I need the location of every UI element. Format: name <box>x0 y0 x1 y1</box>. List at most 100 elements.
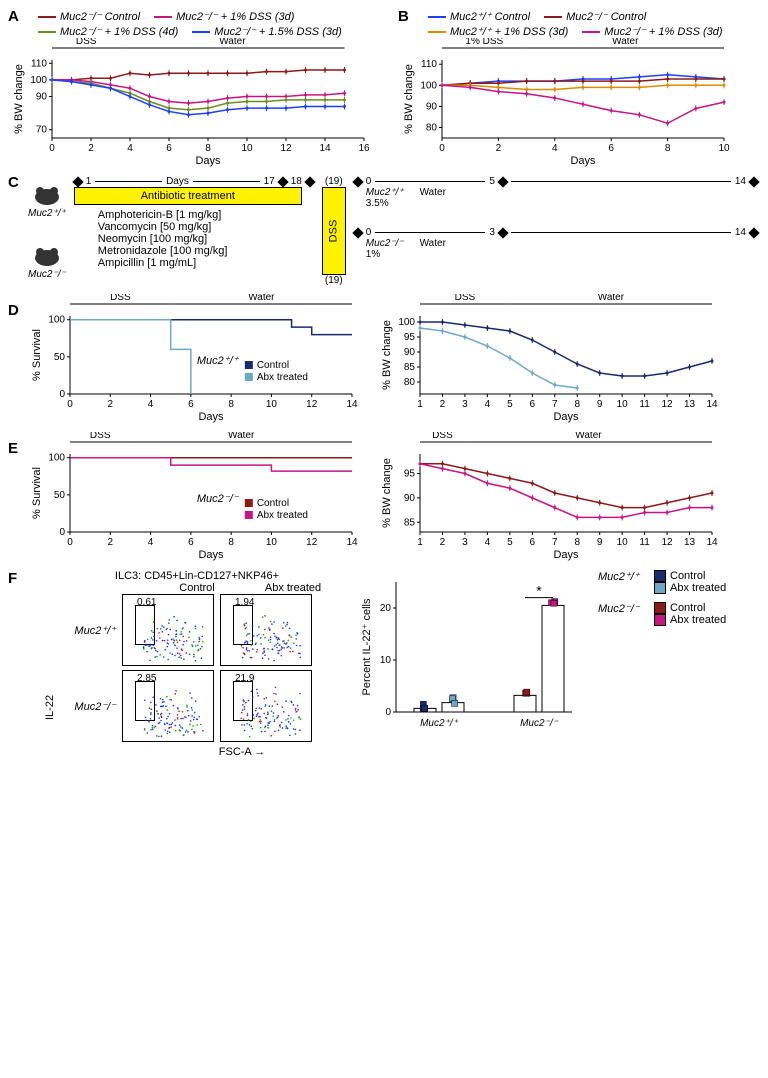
mouse-icon <box>29 243 65 269</box>
flow-plot: 1.94 <box>220 594 312 666</box>
timeline-diamond <box>72 176 83 187</box>
svg-text:0: 0 <box>67 537 73 548</box>
svg-text:70: 70 <box>36 125 48 136</box>
svg-text:DSS: DSS <box>110 294 131 303</box>
svg-text:14: 14 <box>319 143 331 154</box>
svg-text:Days: Days <box>198 411 224 423</box>
n-label: (19) <box>325 275 343 286</box>
svg-text:90: 90 <box>404 347 416 358</box>
svg-text:80: 80 <box>426 122 438 133</box>
svg-text:14: 14 <box>706 399 718 410</box>
svg-text:Abx treated: Abx treated <box>257 372 308 383</box>
svg-text:2: 2 <box>496 143 502 154</box>
svg-text:100: 100 <box>30 75 47 86</box>
svg-text:110: 110 <box>421 59 437 70</box>
svg-text:100: 100 <box>48 453 65 464</box>
tl-label: Days <box>166 176 189 187</box>
svg-text:Water: Water <box>612 38 639 47</box>
svg-text:2: 2 <box>440 399 446 410</box>
legend-item: Muc2⁻/⁻ Control <box>38 10 140 23</box>
flow-x-axis: FSC-A <box>219 746 251 758</box>
panel-e-survival: DSSWater05010002468101214Days% SurvivalM… <box>28 432 358 562</box>
svg-text:4: 4 <box>127 143 133 154</box>
svg-text:90: 90 <box>36 92 48 103</box>
svg-text:Percent IL-22⁺ cells: Percent IL-22⁺ cells <box>361 598 373 695</box>
antibiotic-item: Amphotericin-B [1 mg/kg] <box>98 209 314 221</box>
svg-text:50: 50 <box>54 352 66 363</box>
svg-text:12: 12 <box>662 399 674 410</box>
svg-text:8: 8 <box>228 399 234 410</box>
svg-text:20: 20 <box>380 603 392 614</box>
svg-text:5: 5 <box>507 399 513 410</box>
svg-text:6: 6 <box>188 537 194 548</box>
svg-text:Water: Water <box>598 294 625 303</box>
svg-text:10: 10 <box>241 143 253 154</box>
panel-a-legend: Muc2⁻/⁻ ControlMuc2⁻/⁻ + 1% DSS (3d)Muc2… <box>10 10 390 38</box>
panel-a-label: A <box>8 8 19 25</box>
svg-text:4: 4 <box>148 537 154 548</box>
svg-text:% BW change: % BW change <box>381 458 393 528</box>
legend-item: Muc2⁻/⁻ + 1% DSS (3d) <box>154 10 294 23</box>
svg-text:90: 90 <box>404 493 416 504</box>
svg-text:13: 13 <box>684 399 696 410</box>
panel-b-label: B <box>398 8 409 25</box>
flow-y-axis: IL-22 <box>44 695 56 720</box>
svg-text:100: 100 <box>48 315 65 326</box>
svg-text:7: 7 <box>552 537 558 548</box>
svg-text:8: 8 <box>574 399 580 410</box>
svg-text:2: 2 <box>88 143 94 154</box>
svg-text:Days: Days <box>570 155 596 167</box>
svg-text:Abx treated: Abx treated <box>257 510 308 521</box>
svg-text:1: 1 <box>417 537 423 548</box>
svg-text:% BW change: % BW change <box>381 320 393 390</box>
svg-text:100: 100 <box>398 317 415 328</box>
svg-text:% Survival: % Survival <box>31 329 43 381</box>
flow-plot: 21.9 <box>220 670 312 742</box>
svg-text:Days: Days <box>195 155 221 167</box>
svg-text:10: 10 <box>718 143 730 154</box>
svg-text:100: 100 <box>420 80 437 91</box>
svg-text:Muc2⁺/⁺: Muc2⁺/⁺ <box>197 355 240 367</box>
timeline-diamond <box>304 176 315 187</box>
mouse-icon <box>29 182 65 208</box>
dss-box: DSS <box>322 187 346 275</box>
svg-text:12: 12 <box>280 143 292 154</box>
svg-text:0: 0 <box>59 527 65 538</box>
svg-text:6: 6 <box>166 143 172 154</box>
panel-f-bar: 01020*Muc2⁺/⁺Muc2⁻/⁻Percent IL-22⁺ cells <box>358 570 578 758</box>
panel-f-label: F <box>8 570 17 587</box>
svg-text:12: 12 <box>306 399 318 410</box>
svg-text:10: 10 <box>617 537 629 548</box>
svg-text:110: 110 <box>31 58 47 69</box>
svg-text:95: 95 <box>404 332 416 343</box>
svg-text:3: 3 <box>462 399 468 410</box>
svg-text:90: 90 <box>426 101 438 112</box>
svg-text:DSS: DSS <box>432 432 453 441</box>
svg-text:5: 5 <box>507 537 513 548</box>
svg-text:2: 2 <box>108 399 114 410</box>
svg-text:6: 6 <box>530 537 536 548</box>
svg-text:14: 14 <box>346 399 358 410</box>
panel-e-bw: DSSWater8590951234567891011121314Days% B… <box>378 432 718 562</box>
svg-text:8: 8 <box>228 537 234 548</box>
panel-e: E DSSWater05010002468101214Days% Surviva… <box>10 432 758 562</box>
svg-text:Control: Control <box>257 360 289 371</box>
flow-plot: 2.85 <box>122 670 214 742</box>
panel-d: D DSSWater05010002468101214Days% Surviva… <box>10 294 758 424</box>
svg-text:11: 11 <box>639 399 650 410</box>
flow-row-label: Muc2⁻/⁻ <box>56 700 116 713</box>
svg-text:10: 10 <box>266 399 278 410</box>
svg-text:16: 16 <box>358 143 370 154</box>
svg-text:10: 10 <box>617 399 629 410</box>
svg-text:95: 95 <box>404 469 416 480</box>
svg-text:6: 6 <box>608 143 614 154</box>
tl-day: 18 <box>291 176 302 187</box>
antibiotic-item: Neomycin [100 mg/kg] <box>98 233 314 245</box>
svg-text:7: 7 <box>552 399 558 410</box>
svg-text:8: 8 <box>205 143 211 154</box>
svg-text:Days: Days <box>553 411 579 423</box>
flow-col-label: Control <box>152 582 242 594</box>
panel-c: C Muc2⁺/⁺ Muc2⁻/⁻ 1 Days 17 18 <box>10 176 758 286</box>
svg-text:50: 50 <box>54 490 66 501</box>
svg-text:0: 0 <box>385 707 391 718</box>
